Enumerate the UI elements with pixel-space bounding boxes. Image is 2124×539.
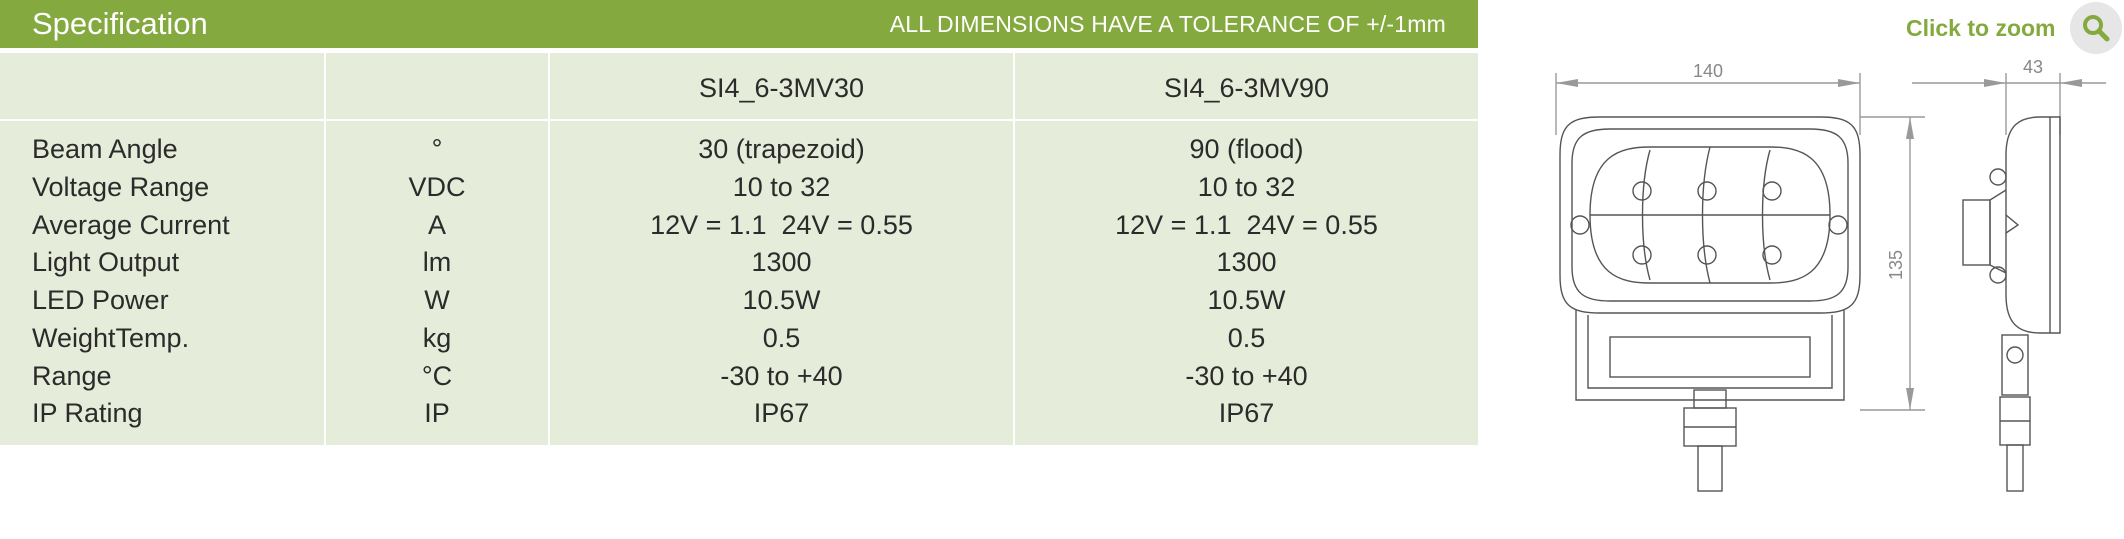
- click-to-zoom[interactable]: Click to zoom: [1906, 2, 2122, 54]
- row-unit: W: [424, 285, 450, 315]
- zoom-label[interactable]: Click to zoom: [1906, 14, 2056, 41]
- unit-column-header: [326, 53, 548, 121]
- spec-value: 1300: [1216, 247, 1277, 278]
- row-label: WeightTemp.: [32, 322, 190, 353]
- label-column-header: [0, 53, 324, 121]
- tolerance-note: ALL DIMENSIONS HAVE A TOLERANCE OF +/-1m…: [889, 10, 1446, 37]
- spec-title: Specification: [32, 6, 208, 41]
- unit-column: ° VDC A lm W kg °C IP: [326, 53, 550, 445]
- row-unit: lm: [422, 247, 452, 278]
- model-header: SI4_6-3MV30: [550, 53, 1013, 121]
- spec-value: 10 to 32: [732, 171, 831, 202]
- label-column: Beam Angle Voltage Range Average Current…: [0, 53, 326, 445]
- row-unit: °: [431, 134, 443, 164]
- row-unit: °C: [421, 360, 453, 391]
- row-label: Range: [32, 360, 112, 391]
- row-label: Average Current: [32, 209, 230, 240]
- model-column-mv30: SI4_6-3MV30 30 (trapezoid) 10 to 32 12V …: [550, 53, 1015, 445]
- dimension-height: 135: [1886, 250, 1906, 280]
- spec-value: -30 to +40: [720, 360, 843, 391]
- front-view-drawing: [1555, 73, 1925, 492]
- row-label: Voltage Range: [32, 171, 210, 202]
- side-view-drawing: [1912, 73, 2106, 492]
- row-label: Beam Angle: [32, 134, 178, 164]
- zoom-button[interactable]: [2069, 2, 2122, 54]
- spec-value: 12V = 1.1 24V = 0.55: [650, 209, 913, 240]
- spec-value: 1300: [751, 247, 812, 278]
- dimension-depth: 43: [2023, 57, 2043, 77]
- spec-value: 12V = 1.1 24V = 0.55: [1115, 209, 1378, 240]
- model-column-mv90: SI4_6-3MV90 90 (flood) 10 to 32 12V = 1.…: [1015, 53, 1478, 445]
- row-unit: IP: [424, 398, 450, 429]
- spec-value: IP67: [1218, 398, 1275, 429]
- spec-value: 90 (flood): [1189, 134, 1304, 164]
- row-label: IP Rating: [32, 398, 143, 429]
- spec-value: 10.5W: [1207, 285, 1286, 315]
- spec-value: 10 to 32: [1197, 171, 1296, 202]
- model-header: SI4_6-3MV90: [1015, 53, 1478, 121]
- specification-panel: Specification ALL DIMENSIONS HAVE A TOLE…: [0, 0, 1478, 445]
- spec-header: Specification ALL DIMENSIONS HAVE A TOLE…: [0, 0, 1478, 48]
- search-icon: [2082, 15, 2110, 42]
- row-unit: kg: [422, 322, 452, 353]
- spec-table: Beam Angle Voltage Range Average Current…: [0, 53, 1478, 445]
- spec-value: IP67: [753, 398, 810, 429]
- product-dimension-drawing[interactable]: 140 43 135: [1530, 55, 2114, 515]
- spec-value: 0.5: [762, 322, 801, 353]
- spec-value: 0.5: [1227, 322, 1266, 353]
- spec-value: 10.5W: [742, 285, 821, 315]
- row-label: Light Output: [32, 247, 180, 278]
- spec-value: 30 (trapezoid): [698, 134, 865, 164]
- row-unit: VDC: [408, 171, 466, 202]
- spec-value: -30 to +40: [1185, 360, 1308, 391]
- row-label: LED Power: [32, 285, 169, 315]
- row-unit: A: [427, 209, 446, 240]
- dimension-width: 140: [1693, 61, 1723, 81]
